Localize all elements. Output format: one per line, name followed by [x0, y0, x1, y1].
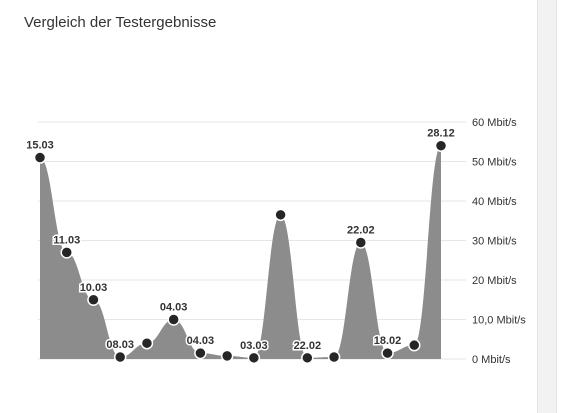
chart-title: Vergleich der Testergebnisse — [24, 14, 217, 31]
point-label: 28.12 — [427, 128, 455, 140]
y-axis-ticks: 0 Mbit/s 10,0 Mbit/s 20 Mbit/s 30 Mbit/s 40 … — [472, 117, 526, 366]
point-label: 22.02 — [347, 224, 375, 236]
data-point[interactable] — [434, 139, 448, 152]
y-tick-label: 10,0 Mbit/s — [472, 315, 526, 327]
data-point[interactable] — [327, 350, 341, 364]
data-point[interactable] — [167, 313, 180, 326]
data-point[interactable] — [220, 349, 234, 363]
data-point[interactable] — [60, 246, 73, 259]
data-point[interactable] — [247, 351, 261, 365]
point-label: 11.03 — [53, 234, 80, 246]
data-point[interactable] — [140, 336, 154, 350]
point-labels: 15.03 11.03 10.03 08.03 04.03 04.03 03.03 22.02… — [25, 126, 457, 353]
y-tick-label: 30 Mbit/s — [472, 236, 517, 248]
data-point[interactable] — [301, 351, 314, 365]
y-tick-label: 20 Mbit/s — [472, 275, 517, 287]
y-tick-label: 60 Mbit/s — [472, 117, 517, 129]
data-point[interactable] — [194, 346, 207, 360]
point-label: 22.02 — [294, 340, 322, 352]
point-label: 18.02 — [374, 335, 402, 347]
data-point[interactable] — [33, 151, 47, 164]
data-point[interactable] — [354, 236, 368, 249]
side-panel-edge — [556, 0, 566, 413]
y-tick-label: 40 Mbit/s — [472, 196, 517, 208]
data-point[interactable] — [274, 208, 287, 222]
y-tick-label: 50 Mbit/s — [472, 157, 517, 169]
point-label: 15.03 — [26, 140, 54, 152]
area-fill — [40, 145, 441, 359]
data-point[interactable] — [408, 338, 421, 352]
point-label: 08.03 — [106, 339, 134, 351]
data-points — [33, 139, 448, 365]
area-series — [40, 145, 441, 359]
point-label: 10.03 — [80, 282, 108, 294]
point-label: 04.03 — [160, 302, 188, 314]
data-point[interactable] — [113, 350, 127, 364]
data-point[interactable] — [381, 346, 394, 360]
y-tick-label: 0 Mbit/s — [472, 354, 511, 366]
data-point[interactable] — [87, 293, 100, 306]
point-label: 03.03 — [240, 340, 268, 352]
point-label: 04.03 — [187, 335, 215, 347]
